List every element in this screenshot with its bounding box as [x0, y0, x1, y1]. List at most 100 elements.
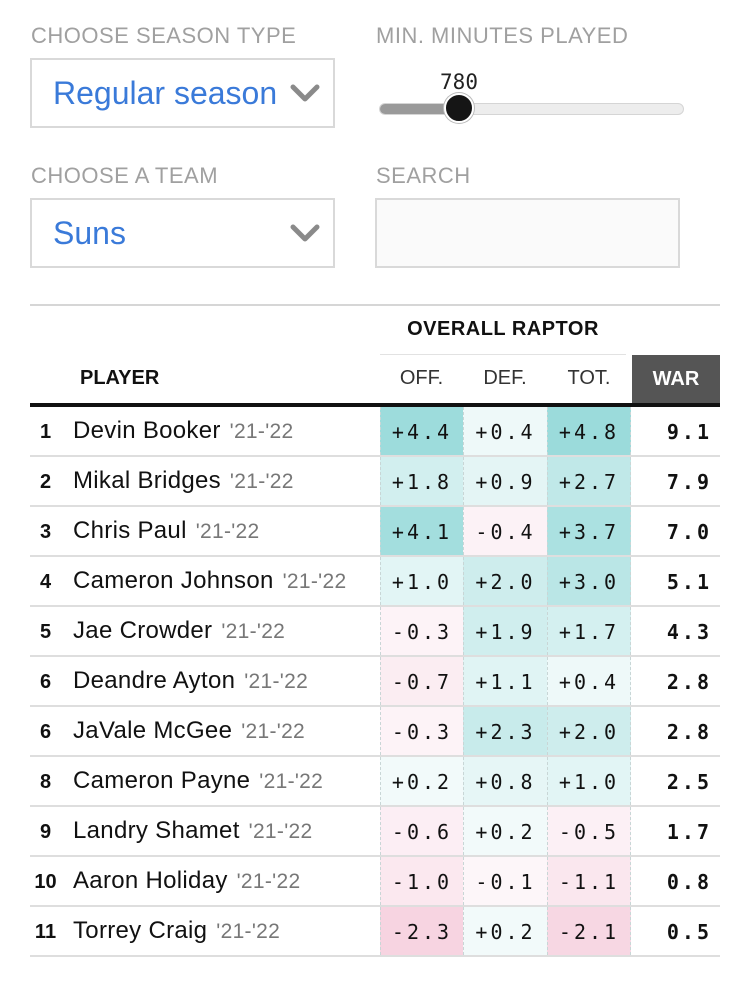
- player-rank: 3: [39, 521, 52, 543]
- player-name-cell: Jae Crowder '21-'22: [73, 607, 285, 656]
- raptor-tot-cell: +3.0: [547, 557, 631, 605]
- column-header-off[interactable]: OFF.: [399, 367, 444, 389]
- raptor-tot-cell: +2.0: [547, 707, 631, 755]
- raptor-tot-cell: +2.7: [547, 457, 631, 505]
- raptor-off-cell: -0.3: [380, 607, 463, 655]
- column-header-player[interactable]: PLAYER: [80, 367, 160, 389]
- player-rank: 1: [39, 421, 52, 443]
- raptor-tot-cell: -1.1: [547, 857, 631, 905]
- season-type-select[interactable]: Regular season: [30, 58, 335, 128]
- raptor-def-cell: +0.2: [463, 907, 547, 955]
- min-minutes-slider[interactable]: [379, 93, 684, 123]
- raptor-tot-cell: -2.1: [547, 907, 631, 955]
- player-rank: 11: [34, 921, 57, 943]
- table-row: 6 Deandre Ayton '21-'22 -0.7 +1.1 +0.4 2.8: [30, 657, 720, 707]
- player-name[interactable]: Mikal Bridges: [73, 467, 221, 494]
- column-header-war[interactable]: WAR: [632, 355, 720, 404]
- table-row: 1 Devin Booker '21-'22 +4.4 +0.4 +4.8 9.1: [30, 407, 720, 457]
- team-select[interactable]: Suns: [30, 198, 335, 268]
- player-rank: 8: [39, 771, 52, 793]
- raptor-off-cell: +1.0: [380, 557, 463, 605]
- season-type-label: CHOOSE SEASON TYPE: [31, 23, 297, 48]
- player-rank: 9: [39, 821, 52, 843]
- war-cell: 1.7: [666, 820, 712, 844]
- raptor-def-cell: -0.1: [463, 857, 547, 905]
- chevron-down-icon: [285, 218, 325, 248]
- player-name[interactable]: Cameron Johnson: [73, 567, 274, 594]
- column-header-tot[interactable]: TOT.: [567, 367, 611, 389]
- war-cell: 2.8: [666, 670, 712, 694]
- war-cell: 2.8: [666, 720, 712, 744]
- player-season: '21-'22: [236, 870, 301, 893]
- column-header-def[interactable]: DEF.: [483, 367, 527, 389]
- table-row: 8 Cameron Payne '21-'22 +0.2 +0.8 +1.0 2.5: [30, 757, 720, 807]
- search-input[interactable]: [375, 198, 680, 268]
- table-row: 4 Cameron Johnson '21-'22 +1.0 +2.0 +3.0 5.1: [30, 557, 720, 607]
- player-season: '21-'22: [241, 720, 306, 743]
- raptor-off-cell: -0.7: [380, 657, 463, 705]
- table-row: 10 Aaron Holiday '21-'22 -1.0 -0.1 -1.1 0.8: [30, 857, 720, 907]
- raptor-off-cell: +1.8: [380, 457, 463, 505]
- player-name[interactable]: JaVale McGee: [73, 717, 233, 744]
- raptor-off-cell: -1.0: [380, 857, 463, 905]
- raptor-def-cell: +2.3: [463, 707, 547, 755]
- player-rank: 2: [39, 471, 52, 493]
- player-name[interactable]: Cameron Payne: [73, 767, 251, 794]
- team-label: CHOOSE A TEAM: [31, 163, 219, 188]
- section-divider: [30, 304, 720, 306]
- slider-thumb[interactable]: [444, 93, 474, 123]
- player-name-cell: Aaron Holiday '21-'22: [73, 857, 300, 906]
- min-minutes-readout: 780: [440, 70, 478, 94]
- player-rank: 10: [34, 871, 57, 893]
- player-name[interactable]: Deandre Ayton: [73, 667, 236, 694]
- player-season: '21-'22: [282, 570, 347, 593]
- player-name-cell: Deandre Ayton '21-'22: [73, 657, 308, 706]
- player-name-cell: Landry Shamet '21-'22: [73, 807, 312, 856]
- war-cell: 5.1: [666, 570, 712, 594]
- min-minutes-label: MIN. MINUTES PLAYED: [376, 23, 629, 48]
- raptor-off-cell: -2.3: [380, 907, 463, 955]
- player-name-cell: Devin Booker '21-'22: [73, 407, 293, 456]
- player-season: '21-'22: [248, 820, 313, 843]
- player-name[interactable]: Aaron Holiday: [73, 867, 228, 894]
- raptor-tot-cell: +0.4: [547, 657, 631, 705]
- war-cell: 7.0: [666, 520, 712, 544]
- raptor-off-cell: -0.6: [380, 807, 463, 855]
- war-cell: 0.5: [666, 920, 712, 944]
- raptor-tot-cell: +3.7: [547, 507, 631, 555]
- player-name[interactable]: Devin Booker: [73, 417, 221, 444]
- player-table-body: 1 Devin Booker '21-'22 +4.4 +0.4 +4.8 9.1 2 Mik…: [30, 407, 720, 957]
- table-row: 2 Mikal Bridges '21-'22 +1.8 +0.9 +2.7 7.9: [30, 457, 720, 507]
- raptor-def-cell: +0.9: [463, 457, 547, 505]
- player-name[interactable]: Torrey Craig: [73, 917, 208, 944]
- overall-raptor-header: OVERALL RAPTOR: [407, 318, 599, 340]
- player-rank: 5: [39, 621, 52, 643]
- war-cell: 4.3: [666, 620, 712, 644]
- player-season: '21-'22: [259, 770, 324, 793]
- war-cell: 9.1: [666, 420, 712, 444]
- player-rank: 4: [39, 571, 52, 593]
- raptor-def-cell: +0.8: [463, 757, 547, 805]
- group-header-rule: [380, 354, 626, 355]
- player-season: '21-'22: [221, 620, 286, 643]
- war-cell: 7.9: [666, 470, 712, 494]
- player-name[interactable]: Jae Crowder: [73, 617, 213, 644]
- player-name-cell: JaVale McGee '21-'22: [73, 707, 305, 756]
- raptor-off-cell: -0.3: [380, 707, 463, 755]
- player-name-cell: Torrey Craig '21-'22: [73, 907, 280, 956]
- player-rank: 6: [39, 671, 52, 693]
- table-row: 6 JaVale McGee '21-'22 -0.3 +2.3 +2.0 2.8: [30, 707, 720, 757]
- raptor-tot-cell: +4.8: [547, 407, 631, 455]
- table-row: 11 Torrey Craig '21-'22 -2.3 +0.2 -2.1 0.5: [30, 907, 720, 957]
- player-name-cell: Cameron Payne '21-'22: [73, 757, 323, 806]
- player-name[interactable]: Landry Shamet: [73, 817, 240, 844]
- player-name-cell: Chris Paul '21-'22: [73, 507, 260, 556]
- raptor-off-cell: +4.1: [380, 507, 463, 555]
- raptor-def-cell: +0.2: [463, 807, 547, 855]
- player-season: '21-'22: [229, 470, 294, 493]
- search-label: SEARCH: [376, 163, 471, 188]
- raptor-def-cell: +1.9: [463, 607, 547, 655]
- raptor-def-cell: +0.4: [463, 407, 547, 455]
- player-name[interactable]: Chris Paul: [73, 517, 187, 544]
- player-season: '21-'22: [195, 520, 260, 543]
